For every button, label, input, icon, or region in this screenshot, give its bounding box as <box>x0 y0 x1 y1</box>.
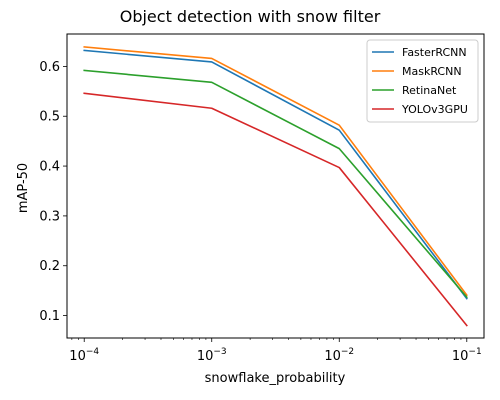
x-axis-label: snowflake_probability <box>205 371 346 386</box>
legend: FasterRCNN MaskRCNN RetinaNet YOLOv3GPU <box>367 40 478 122</box>
y-tick-label: 0.2 <box>39 259 60 274</box>
y-axis-label: mAP-50 <box>16 163 31 213</box>
y-tick-label: 0.1 <box>39 309 60 324</box>
chart-title: Object detection with snow filter <box>120 7 381 26</box>
legend-label-maskrcnn: MaskRCNN <box>402 65 462 78</box>
y-tick-label: 0.5 <box>39 110 60 125</box>
y-tick-label: 0.4 <box>39 160 60 175</box>
y-tick-label: 0.6 <box>39 60 60 75</box>
legend-label-fasterrcnn: FasterRCNN <box>402 46 467 59</box>
legend-label-retinanet: RetinaNet <box>402 84 457 97</box>
y-tick-label: 0.3 <box>39 209 60 224</box>
legend-label-yolov3gpu: YOLOv3GPU <box>401 103 468 116</box>
